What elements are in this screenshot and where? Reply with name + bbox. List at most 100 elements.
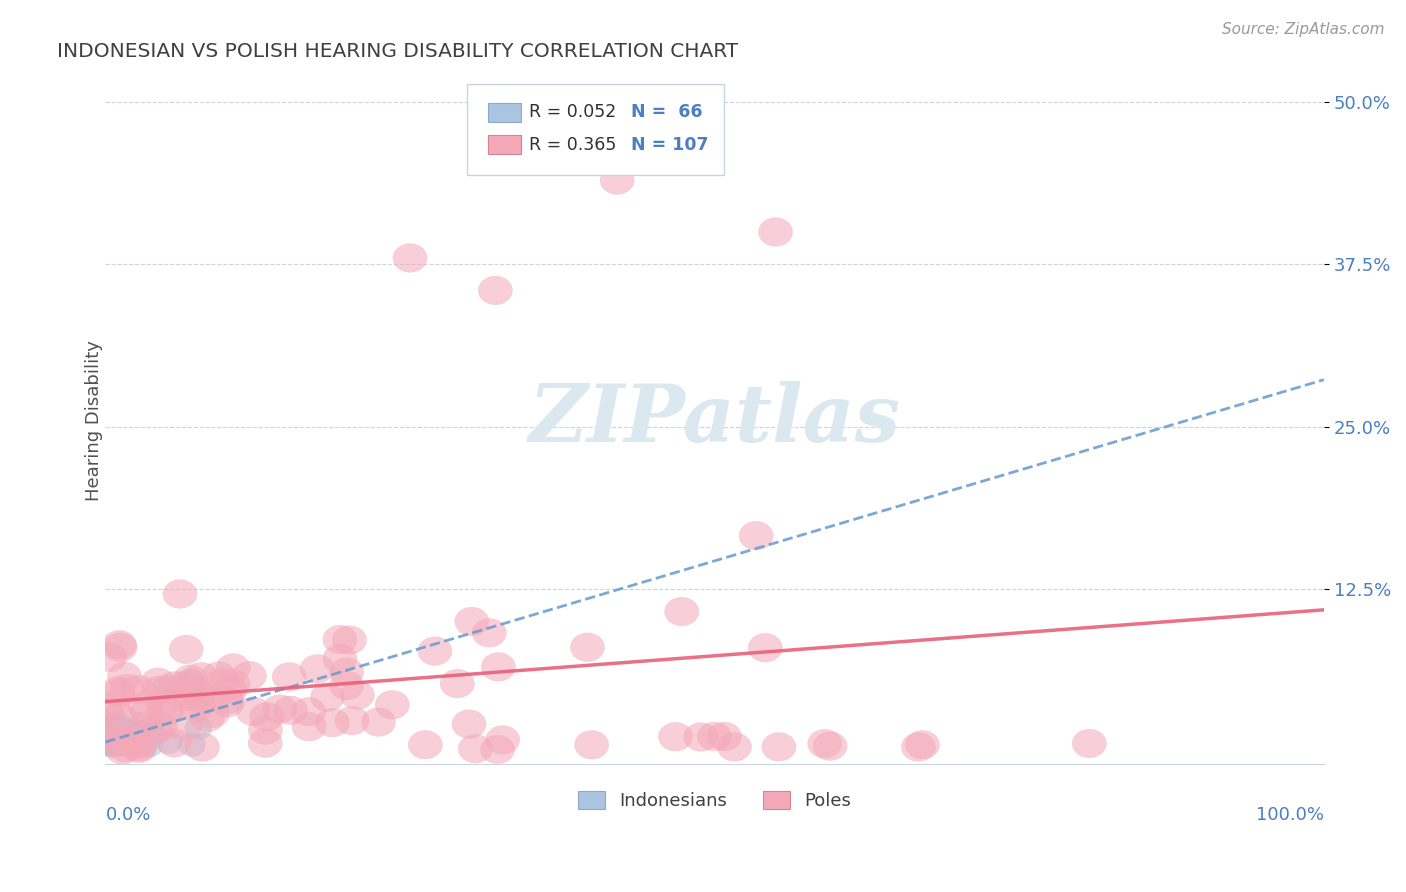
Ellipse shape bbox=[311, 683, 344, 712]
Ellipse shape bbox=[122, 734, 156, 763]
Ellipse shape bbox=[108, 720, 135, 743]
Ellipse shape bbox=[155, 731, 183, 754]
Ellipse shape bbox=[186, 716, 212, 739]
Ellipse shape bbox=[762, 732, 796, 761]
Ellipse shape bbox=[90, 723, 124, 751]
Ellipse shape bbox=[683, 723, 718, 751]
Ellipse shape bbox=[149, 697, 183, 725]
Ellipse shape bbox=[177, 668, 204, 691]
Ellipse shape bbox=[128, 692, 162, 721]
Ellipse shape bbox=[143, 713, 177, 741]
Ellipse shape bbox=[96, 692, 129, 721]
Text: INDONESIAN VS POLISH HEARING DISABILITY CORRELATION CHART: INDONESIAN VS POLISH HEARING DISABILITY … bbox=[56, 42, 738, 61]
Ellipse shape bbox=[100, 725, 127, 748]
Ellipse shape bbox=[250, 703, 284, 731]
Ellipse shape bbox=[211, 689, 245, 717]
Ellipse shape bbox=[180, 680, 214, 708]
Ellipse shape bbox=[905, 731, 939, 759]
Ellipse shape bbox=[128, 711, 162, 739]
Ellipse shape bbox=[575, 731, 609, 759]
Ellipse shape bbox=[100, 677, 135, 706]
Y-axis label: Hearing Disability: Hearing Disability bbox=[86, 340, 103, 500]
Ellipse shape bbox=[458, 734, 492, 763]
Ellipse shape bbox=[97, 723, 125, 747]
Ellipse shape bbox=[103, 631, 136, 659]
Ellipse shape bbox=[100, 728, 127, 751]
Ellipse shape bbox=[104, 723, 131, 746]
Text: N = 107: N = 107 bbox=[630, 136, 709, 154]
Ellipse shape bbox=[190, 681, 217, 705]
Ellipse shape bbox=[118, 727, 145, 750]
Ellipse shape bbox=[249, 716, 283, 745]
Ellipse shape bbox=[323, 644, 357, 673]
Ellipse shape bbox=[291, 698, 326, 726]
Ellipse shape bbox=[179, 692, 214, 721]
Ellipse shape bbox=[232, 661, 266, 690]
Ellipse shape bbox=[249, 729, 283, 757]
Ellipse shape bbox=[329, 671, 364, 700]
Ellipse shape bbox=[101, 727, 135, 756]
Ellipse shape bbox=[134, 728, 160, 751]
Ellipse shape bbox=[108, 733, 142, 762]
Ellipse shape bbox=[167, 712, 201, 740]
Ellipse shape bbox=[142, 676, 176, 705]
Ellipse shape bbox=[323, 625, 357, 654]
Ellipse shape bbox=[273, 663, 307, 691]
Ellipse shape bbox=[101, 724, 128, 747]
Ellipse shape bbox=[740, 522, 773, 550]
Ellipse shape bbox=[292, 713, 326, 741]
Ellipse shape bbox=[184, 663, 218, 691]
Ellipse shape bbox=[157, 672, 193, 700]
Ellipse shape bbox=[104, 723, 132, 747]
Ellipse shape bbox=[107, 732, 134, 756]
Ellipse shape bbox=[173, 682, 207, 711]
Ellipse shape bbox=[141, 668, 174, 697]
Ellipse shape bbox=[149, 697, 184, 725]
Ellipse shape bbox=[121, 727, 148, 750]
Ellipse shape bbox=[120, 722, 146, 745]
Ellipse shape bbox=[263, 695, 297, 723]
Ellipse shape bbox=[94, 716, 121, 739]
Ellipse shape bbox=[94, 732, 121, 756]
Ellipse shape bbox=[138, 715, 172, 744]
Ellipse shape bbox=[114, 729, 141, 752]
Ellipse shape bbox=[138, 716, 165, 739]
Ellipse shape bbox=[157, 729, 191, 757]
Ellipse shape bbox=[129, 699, 163, 728]
Ellipse shape bbox=[707, 723, 741, 751]
Ellipse shape bbox=[105, 736, 139, 764]
Legend: Indonesians, Poles: Indonesians, Poles bbox=[571, 783, 859, 817]
Ellipse shape bbox=[472, 618, 506, 647]
Ellipse shape bbox=[117, 727, 143, 751]
Ellipse shape bbox=[1073, 729, 1107, 757]
Ellipse shape bbox=[454, 607, 489, 636]
Ellipse shape bbox=[658, 723, 693, 751]
Ellipse shape bbox=[131, 723, 157, 746]
Ellipse shape bbox=[103, 703, 138, 731]
Ellipse shape bbox=[121, 724, 148, 748]
Ellipse shape bbox=[451, 710, 486, 739]
Ellipse shape bbox=[481, 653, 516, 681]
Ellipse shape bbox=[104, 711, 131, 734]
Ellipse shape bbox=[170, 671, 204, 699]
Ellipse shape bbox=[107, 723, 134, 747]
Ellipse shape bbox=[145, 690, 179, 718]
Ellipse shape bbox=[93, 643, 127, 672]
Ellipse shape bbox=[600, 166, 634, 194]
Ellipse shape bbox=[107, 662, 142, 690]
Ellipse shape bbox=[375, 690, 409, 719]
Ellipse shape bbox=[236, 697, 270, 725]
Ellipse shape bbox=[418, 637, 451, 665]
Ellipse shape bbox=[186, 732, 219, 761]
Ellipse shape bbox=[217, 670, 250, 698]
Ellipse shape bbox=[481, 735, 515, 764]
Ellipse shape bbox=[100, 715, 127, 739]
Ellipse shape bbox=[132, 719, 159, 743]
Ellipse shape bbox=[112, 727, 139, 750]
Ellipse shape bbox=[807, 730, 842, 758]
FancyBboxPatch shape bbox=[488, 103, 520, 121]
Ellipse shape bbox=[104, 732, 131, 756]
Ellipse shape bbox=[104, 724, 131, 747]
Ellipse shape bbox=[101, 680, 135, 708]
Ellipse shape bbox=[121, 675, 155, 704]
